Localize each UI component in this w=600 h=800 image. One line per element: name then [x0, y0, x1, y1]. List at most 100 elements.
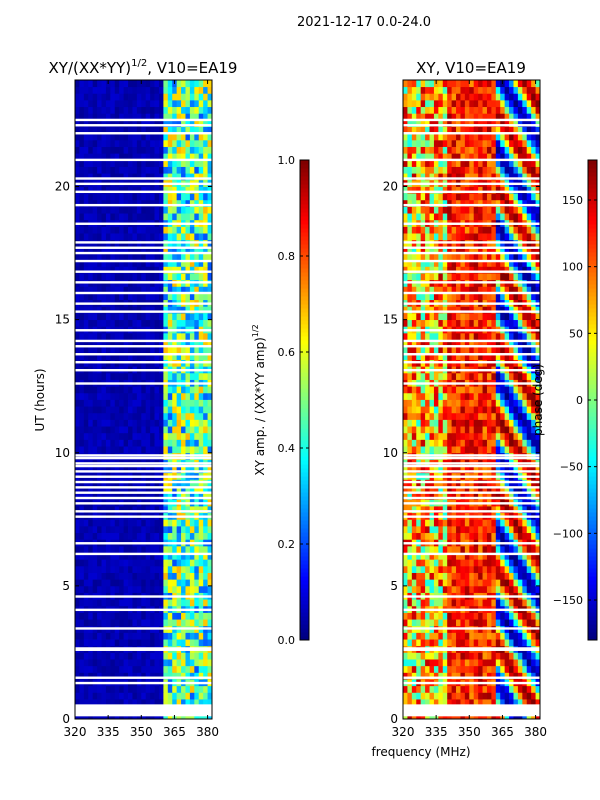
amp-cell [123, 266, 129, 274]
phase-cell [513, 579, 519, 587]
phase-cell [456, 352, 461, 360]
amp-cell [105, 259, 111, 267]
amp-cell [92, 585, 98, 593]
amp-cell [194, 532, 200, 540]
amp-cell [167, 153, 173, 161]
amp-cell [194, 685, 200, 693]
amp-cell [105, 319, 111, 327]
phase-cell [451, 332, 457, 340]
amp-cell [132, 665, 138, 673]
amp-cell [110, 86, 116, 94]
phase-cell [460, 532, 466, 540]
amp-cell [176, 386, 182, 394]
amp-cell [128, 692, 133, 700]
phase-cell [447, 372, 453, 380]
phase-cell [407, 692, 413, 700]
phase-cell [451, 399, 457, 407]
amp-cell [114, 619, 120, 627]
x-tick-label: 320 [64, 725, 87, 739]
amp-cell [105, 146, 111, 154]
phase-cell [469, 466, 475, 474]
phase-cell [531, 685, 536, 693]
amp-cell [150, 619, 155, 627]
amp-cell [79, 699, 85, 707]
amp-cell [203, 419, 208, 427]
amp-cell [167, 339, 173, 347]
amp-cell [101, 253, 107, 261]
amp-cell [123, 259, 129, 267]
amp-cell [105, 226, 111, 234]
amp-cell [123, 619, 129, 627]
phase-cell [416, 632, 422, 640]
phase-cell [420, 392, 426, 400]
phase-cell [447, 419, 453, 427]
amp-cell [150, 392, 155, 400]
colorbar-cell [300, 560, 309, 565]
phase-cell [482, 399, 488, 407]
amp-cell [145, 352, 151, 360]
amp-cell [75, 559, 80, 567]
phase-cell [469, 632, 475, 640]
amp-cell [203, 293, 208, 301]
amp-cell [88, 139, 94, 147]
amp-cell [150, 312, 155, 321]
amp-cell [207, 339, 213, 347]
amp-cell [132, 199, 138, 207]
phase-cell [504, 352, 510, 360]
amp-cell [207, 692, 213, 700]
amp-cell [75, 672, 80, 680]
phase-cell [420, 419, 426, 427]
amp-cell [172, 545, 178, 553]
phase-cell [522, 372, 528, 380]
amp-cell [88, 213, 94, 221]
amp-cell [181, 619, 186, 627]
phase-cell [469, 699, 475, 707]
amp-cell [128, 699, 133, 707]
amp-cell [189, 186, 195, 194]
phase-cell [403, 572, 408, 580]
amp-cell [136, 665, 142, 673]
amp-cell [101, 226, 107, 234]
amp-cell [114, 133, 120, 141]
phase-cell [433, 685, 439, 693]
phase-cell [517, 612, 523, 620]
amp-cell [150, 186, 155, 194]
phase-cell [411, 466, 417, 474]
phase-cell [495, 352, 501, 360]
amp-cell [203, 545, 208, 553]
phase-cell [495, 532, 501, 540]
colorbar-cell [300, 384, 309, 389]
phase-cell [469, 665, 475, 673]
amp-cell [79, 133, 85, 141]
phase-cell [469, 599, 475, 607]
phase-cell [491, 632, 497, 640]
colorbar-cell [300, 480, 309, 485]
amp-cell [172, 572, 178, 580]
amp-cell [172, 519, 178, 527]
phase-cell [407, 432, 413, 440]
amp-cell [203, 159, 208, 167]
amp-cell [203, 119, 208, 127]
amp-cell [181, 432, 186, 440]
amp-cell [176, 412, 182, 420]
amp-cell [79, 525, 85, 534]
amp-cell [158, 565, 164, 573]
phase-cell [482, 652, 488, 660]
amp-cell [154, 486, 160, 494]
phase-cell [403, 352, 408, 360]
amp-cell [79, 652, 85, 660]
amp-cell [136, 639, 142, 647]
phase-cell [486, 486, 492, 494]
flagged-row [75, 462, 212, 465]
phase-cell [517, 572, 523, 580]
phase-cell [456, 419, 461, 427]
amp-cell [158, 399, 164, 407]
amp-cell [207, 126, 213, 134]
phase-cell [460, 632, 466, 640]
colorbar-cell [300, 564, 309, 569]
phase-cell [486, 406, 492, 414]
phase-cell [447, 612, 453, 620]
amp-cell [154, 233, 160, 241]
amp-cell [189, 685, 195, 693]
phase-cell [411, 619, 417, 627]
